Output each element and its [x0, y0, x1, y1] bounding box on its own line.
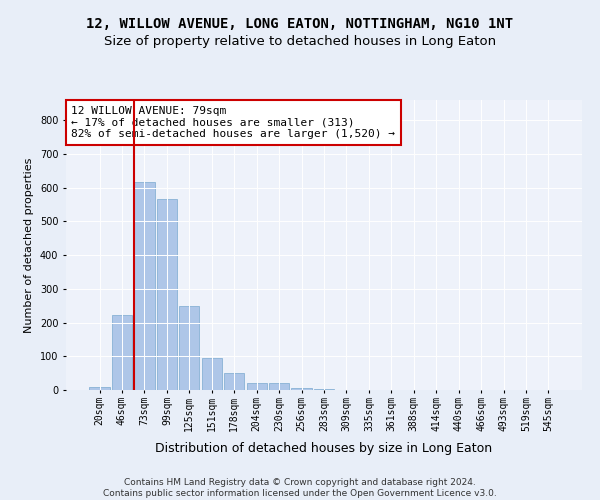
Bar — [112, 315, 132, 390]
Text: 12, WILLOW AVENUE, LONG EATON, NOTTINGHAM, NG10 1NT: 12, WILLOW AVENUE, LONG EATON, NOTTINGHA… — [86, 18, 514, 32]
X-axis label: Distribution of detached houses by size in Long Eaton: Distribution of detached houses by size … — [155, 442, 493, 455]
Bar — [314, 388, 334, 390]
Bar — [224, 373, 244, 390]
Bar — [247, 382, 267, 390]
Bar — [179, 306, 199, 390]
Bar — [134, 182, 155, 390]
Text: Contains HM Land Registry data © Crown copyright and database right 2024.
Contai: Contains HM Land Registry data © Crown c… — [103, 478, 497, 498]
Bar — [89, 386, 110, 390]
Bar — [202, 358, 222, 390]
Bar — [157, 200, 177, 390]
Text: Size of property relative to detached houses in Long Eaton: Size of property relative to detached ho… — [104, 35, 496, 48]
Y-axis label: Number of detached properties: Number of detached properties — [25, 158, 34, 332]
Text: 12 WILLOW AVENUE: 79sqm
← 17% of detached houses are smaller (313)
82% of semi-d: 12 WILLOW AVENUE: 79sqm ← 17% of detache… — [71, 106, 395, 139]
Bar — [269, 382, 289, 390]
Bar — [292, 388, 311, 390]
